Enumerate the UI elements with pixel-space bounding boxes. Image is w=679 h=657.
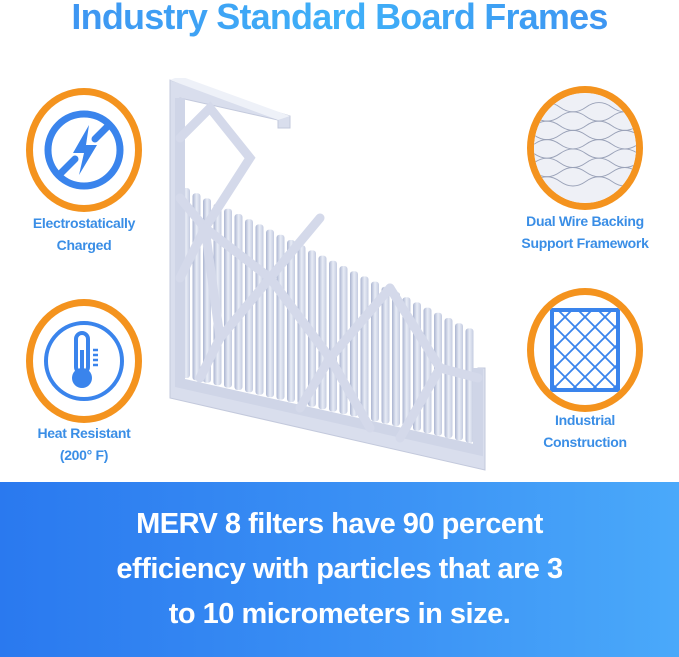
feature-line: Construction bbox=[543, 434, 627, 450]
merv-info-banner: MERV 8 filters have 90 percent efficienc… bbox=[0, 482, 679, 657]
feature-label-electrostatic: Electrostatically Charged bbox=[0, 212, 169, 256]
feature-label-wire: Dual Wire Backing Support Framework bbox=[500, 210, 670, 254]
feature-line: Support Framework bbox=[521, 235, 649, 251]
electrostatic-badge bbox=[26, 88, 142, 212]
filter-pleat bbox=[465, 328, 474, 443]
filter-pleat bbox=[234, 214, 243, 390]
air-filter-image bbox=[169, 78, 486, 471]
filter-pleat bbox=[455, 323, 463, 441]
filter-pleat bbox=[266, 229, 274, 398]
filter-pleat bbox=[255, 224, 264, 395]
filter-pleat bbox=[381, 286, 390, 424]
banner-line: MERV 8 filters have 90 percent bbox=[136, 508, 543, 540]
wire-backing-badge bbox=[527, 86, 643, 210]
filter-pleat bbox=[318, 255, 327, 410]
industrial-badge bbox=[527, 288, 643, 412]
filter-pleat bbox=[392, 292, 400, 426]
feature-line: Heat Resistant bbox=[37, 425, 131, 441]
banner-line: efficiency with particles that are 3 bbox=[116, 553, 563, 585]
filter-pleat bbox=[360, 276, 369, 419]
feature-label-heat: Heat Resistant (200° F) bbox=[0, 422, 169, 466]
grid-frame-icon bbox=[550, 308, 620, 392]
filter-pleat bbox=[350, 271, 358, 417]
feature-label-industrial: Industrial Construction bbox=[500, 409, 670, 453]
feature-line: Dual Wire Backing bbox=[526, 213, 644, 229]
feature-line: (200° F) bbox=[59, 447, 109, 463]
thermometer-icon bbox=[44, 321, 124, 401]
filter-pleat bbox=[402, 297, 411, 429]
heat-resistant-badge bbox=[26, 299, 142, 423]
filter-pleat bbox=[444, 318, 453, 438]
filter-pleat bbox=[224, 208, 232, 388]
feature-line: Industrial bbox=[554, 412, 615, 428]
filter-pleat bbox=[423, 307, 432, 434]
filter-pleat bbox=[287, 240, 295, 402]
wire-mesh-icon bbox=[534, 93, 636, 203]
feature-line: Charged bbox=[56, 237, 112, 253]
no-static-lightning-icon bbox=[44, 110, 124, 190]
filter-pleat bbox=[371, 281, 379, 422]
feature-line: Electrostatically bbox=[32, 215, 136, 231]
banner-line: to 10 micrometers in size. bbox=[168, 598, 511, 630]
filter-pleat bbox=[329, 260, 337, 412]
page-title: Industry Standard Board Frames bbox=[0, 0, 679, 38]
filter-pleat bbox=[276, 234, 285, 400]
